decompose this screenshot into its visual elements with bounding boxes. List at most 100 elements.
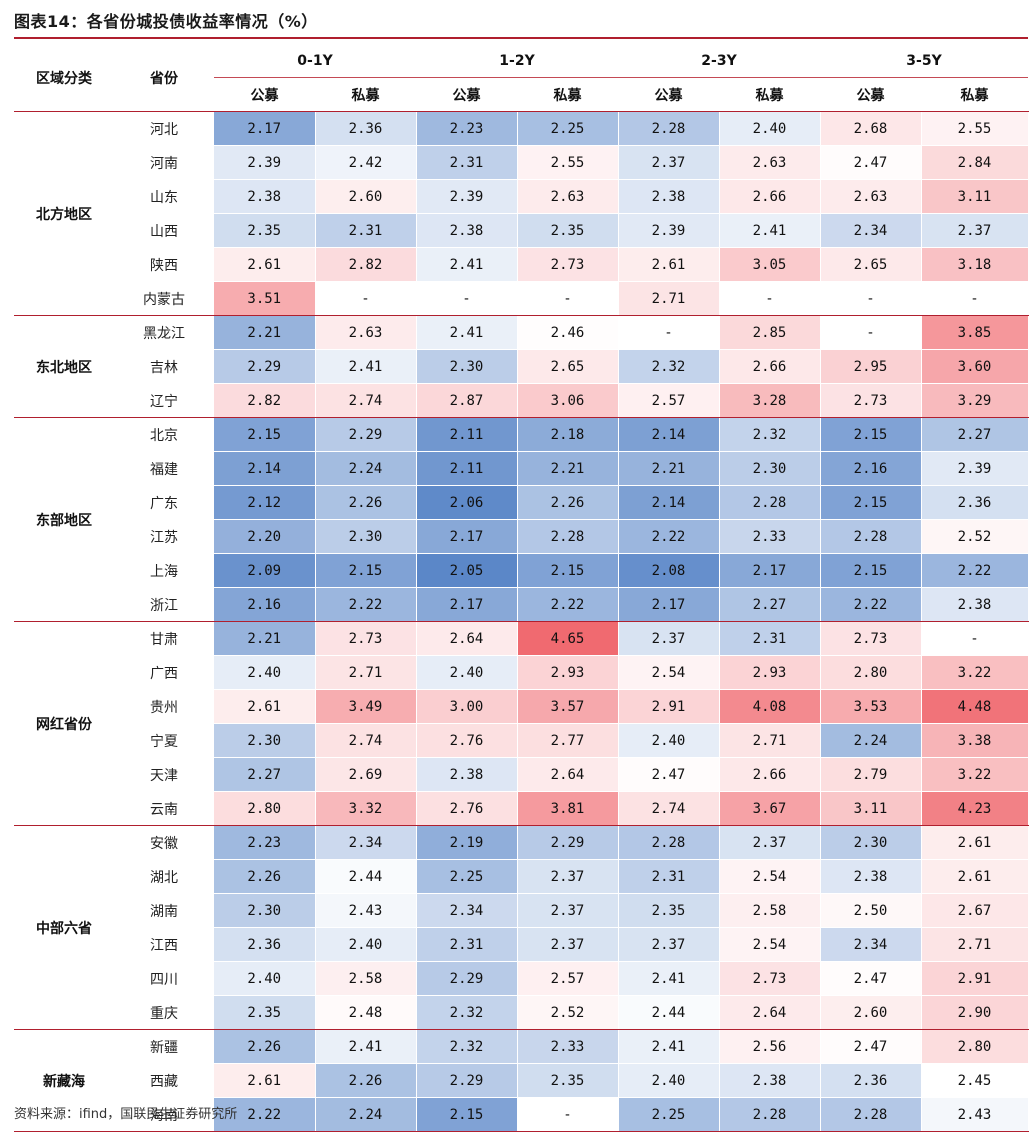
yield-cell: 2.38: [214, 179, 316, 214]
yield-cell: 2.15: [214, 417, 316, 452]
yield-cell: 2.66: [719, 349, 821, 384]
yield-cell: 2.74: [315, 723, 417, 758]
yield-cell: 2.37: [719, 825, 821, 860]
yield-cell: 2.21: [618, 451, 720, 486]
yield-cell: 2.08: [618, 553, 720, 588]
yield-cell: 2.26: [315, 485, 417, 520]
header-type: 公募: [416, 77, 517, 112]
yield-cell: 2.11: [416, 451, 518, 486]
table-row: 陕西 2.61 2.82 2.41 2.73 2.61 3.05 2.65 3.18: [14, 247, 1029, 282]
yield-cell: 2.15: [820, 417, 922, 452]
table-row: 网红省份 甘肃 2.21 2.73 2.64 4.65 2.37 2.31 2.73-: [14, 621, 1029, 826]
yield-cell: 3.60: [921, 349, 1029, 384]
yield-cell: 2.25: [416, 859, 518, 894]
yield-cell: 3.28: [719, 383, 821, 418]
yield-cell: 2.64: [719, 995, 821, 1030]
table-row: 江西 2.36 2.40 2.31 2.37 2.37 2.54 2.34 2.71: [14, 927, 1029, 962]
yield-cell: 2.38: [820, 859, 922, 894]
yield-cell: 2.44: [618, 995, 720, 1030]
yield-cell: -: [820, 281, 922, 316]
table-row: 辽宁 2.82 2.74 2.87 3.06 2.57 3.28 2.73 3.29: [14, 383, 1029, 418]
yield-cell: 2.21: [517, 451, 619, 486]
province-label: 江苏: [114, 519, 214, 554]
header-type: 私募: [921, 77, 1028, 112]
yield-cell: 2.41: [416, 315, 518, 350]
yield-cell: 2.34: [820, 927, 922, 962]
yield-cell: 2.87: [416, 383, 518, 418]
header-type: 私募: [315, 77, 416, 112]
province-label: 河南: [114, 145, 214, 180]
yield-cell: 2.32: [719, 417, 821, 452]
province-label: 天津: [114, 757, 214, 792]
yield-cell: 2.63: [820, 179, 922, 214]
yield-cell: 3.11: [921, 179, 1029, 214]
yield-cell: 2.18: [517, 417, 619, 452]
yield-cell: 2.31: [618, 859, 720, 894]
yield-cell: 2.37: [517, 859, 619, 894]
table-row: 重庆 2.35 2.48 2.32 2.52 2.44 2.64 2.60 2.90: [14, 995, 1029, 1030]
yield-cell: 2.66: [719, 757, 821, 792]
yield-table: 区域分类 省份 0-1Y 1-2Y 2-3Y 3-5Y 公募 私募 公募 私募 …: [14, 44, 1029, 1132]
yield-cell: 2.36: [214, 927, 316, 962]
province-label: 甘肃: [114, 621, 214, 656]
yield-cell: 2.85: [719, 315, 821, 350]
province-label: 湖北: [114, 859, 214, 894]
yield-cell: 2.82: [315, 247, 417, 282]
yield-cell: 2.61: [618, 247, 720, 282]
yield-cell: 2.73: [517, 247, 619, 282]
table-row: 山西 2.35 2.31 2.38 2.35 2.39 2.41 2.34 2.37: [14, 213, 1029, 248]
table-row: 宁夏 2.30 2.74 2.76 2.77 2.40 2.71 2.24 3.38: [14, 723, 1029, 758]
yield-cell: 2.24: [820, 723, 922, 758]
yield-cell: 2.15: [315, 553, 417, 588]
yield-cell: 2.17: [416, 587, 518, 622]
province-label: 宁夏: [114, 723, 214, 758]
yield-cell: 2.90: [921, 995, 1029, 1030]
yield-cell: 2.52: [517, 995, 619, 1030]
yield-cell: 2.63: [517, 179, 619, 214]
yield-cell: 2.38: [618, 179, 720, 214]
province-label: 江西: [114, 927, 214, 962]
yield-cell: 2.30: [416, 349, 518, 384]
yield-cell: 2.17: [214, 111, 316, 146]
yield-cell: 2.77: [517, 723, 619, 758]
yield-cell: 4.48: [921, 689, 1029, 724]
yield-cell: 2.73: [315, 621, 417, 656]
yield-cell: 2.76: [416, 723, 518, 758]
yield-cell: 2.47: [820, 145, 922, 180]
yield-cell: 2.73: [719, 961, 821, 996]
yield-cell: 2.28: [618, 825, 720, 860]
table-row: 湖南 2.30 2.43 2.34 2.37 2.35 2.58 2.50 2.67: [14, 893, 1029, 928]
province-label: 贵州: [114, 689, 214, 724]
yield-cell: 2.37: [618, 145, 720, 180]
yield-cell: 2.28: [618, 111, 720, 146]
yield-cell: 2.15: [517, 553, 619, 588]
province-label: 安徽: [114, 825, 214, 860]
table-body: 北方地区 河北 2.17 2.36 2.23 2.25 2.28 2.40 2.68 2.55 河南…: [14, 111, 1029, 1132]
yield-cell: 2.65: [820, 247, 922, 282]
yield-cell: 2.39: [618, 213, 720, 248]
yield-cell: 3.32: [315, 791, 417, 826]
yield-cell: 3.85: [921, 315, 1029, 350]
yield-cell: 2.41: [315, 349, 417, 384]
yield-cell: 2.93: [517, 655, 619, 690]
yield-cell: 2.28: [820, 519, 922, 554]
yield-cell: 2.52: [921, 519, 1029, 554]
yield-cell: 2.41: [315, 1029, 417, 1064]
table-row: 内蒙古 3.51- - -2.71- - -: [14, 281, 1029, 316]
yield-cell: 2.69: [315, 757, 417, 792]
yield-cell: 2.29: [315, 417, 417, 452]
table-row: 东北地区 黑龙江 2.21 2.63 2.41 2.46-2.85-3.85: [14, 315, 1029, 418]
yield-cell: 2.57: [618, 383, 720, 418]
yield-cell: -: [921, 281, 1029, 316]
yield-cell: 2.14: [618, 417, 720, 452]
yield-cell: 2.28: [719, 1097, 821, 1132]
yield-cell: 2.44: [315, 859, 417, 894]
yield-cell: 2.37: [517, 927, 619, 962]
yield-cell: 2.22: [618, 519, 720, 554]
table-row: 新藏海 新疆 2.26 2.41 2.32 2.33 2.41 2.56 2.47 2.80: [14, 1029, 1029, 1132]
yield-cell: 2.37: [517, 893, 619, 928]
yield-cell: 2.48: [315, 995, 417, 1030]
yield-cell: 2.34: [820, 213, 922, 248]
yield-cell: 2.35: [214, 213, 316, 248]
table-row: 东部地区 北京 2.15 2.29 2.11 2.18 2.14 2.32 2.15 2.27: [14, 417, 1029, 622]
